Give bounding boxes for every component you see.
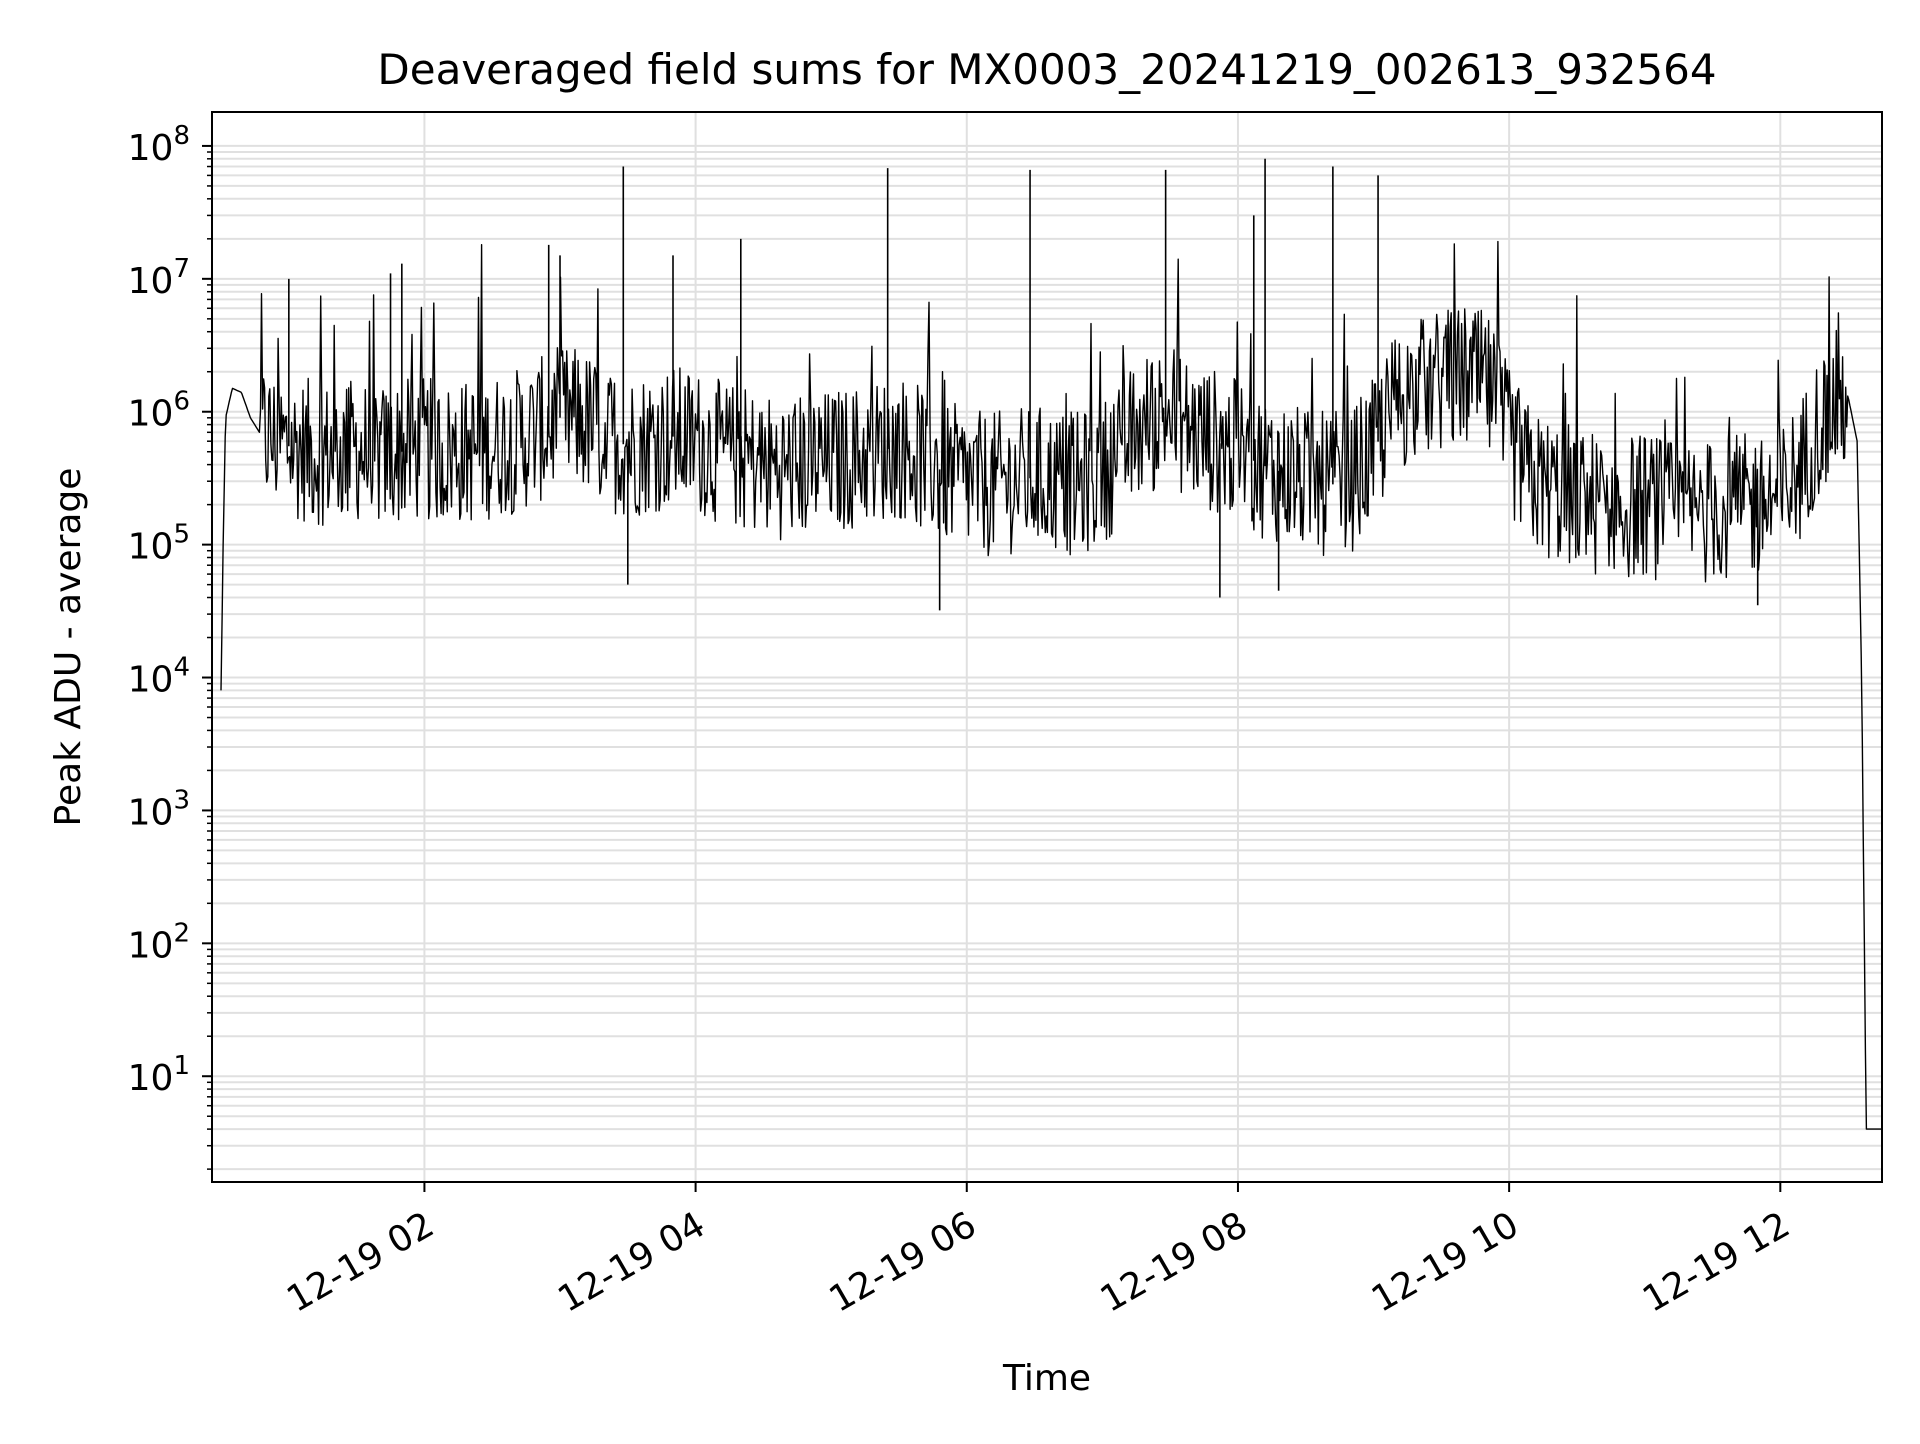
x-tick-label: 12-19 10 — [1365, 1204, 1526, 1320]
y-tick-label: 103 — [128, 785, 190, 833]
series-line — [220, 240, 1882, 1130]
x-tick-label: 12-19 04 — [551, 1204, 712, 1320]
plot-frame — [211, 111, 1883, 1183]
x-tick-label: 12-19 08 — [1094, 1204, 1255, 1320]
x-tick-label: 12-19 12 — [1636, 1204, 1797, 1320]
ticks-layer: 101 102 103 104 105 106 107 108 12-19 02 12-19 04… — [128, 121, 1797, 1321]
y-tick-label: 107 — [128, 254, 190, 302]
chart-title: Deaveraged field sums for MX0003_2024121… — [377, 45, 1716, 94]
x-axis-label: Time — [1002, 1358, 1091, 1399]
x-tick-label: 12-19 02 — [280, 1204, 441, 1320]
grid-layer — [212, 112, 1882, 1182]
x-tick-label: 12-19 06 — [823, 1204, 984, 1320]
y-tick-label: 105 — [128, 520, 190, 568]
y-axis-label: Peak ADU - average — [48, 468, 89, 827]
y-tick-label: 101 — [128, 1051, 190, 1099]
series-layer — [220, 158, 1882, 1130]
y-tick-label: 104 — [128, 653, 190, 701]
y-tick-label: 102 — [128, 918, 190, 966]
y-tick-label: 108 — [128, 121, 190, 169]
y-tick-label: 106 — [128, 387, 190, 435]
